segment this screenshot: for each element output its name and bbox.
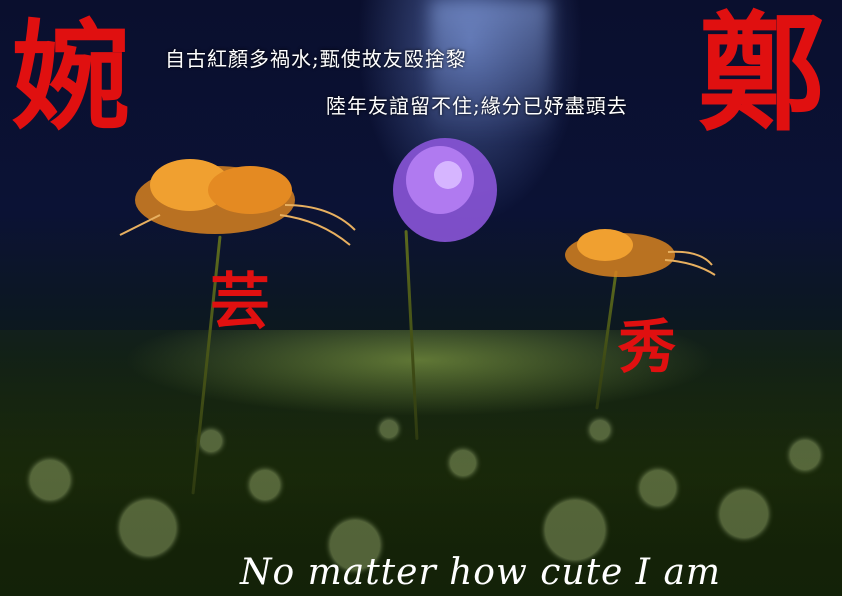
bokeh-light: [330, 520, 380, 570]
bokeh-light: [640, 470, 676, 506]
seal-character-middle-right: 秀: [618, 313, 677, 381]
bokeh-light: [450, 450, 476, 476]
bokeh-light: [250, 470, 280, 500]
seal-character-top-right: 鄭: [698, 0, 827, 149]
bokeh-light: [30, 460, 70, 500]
bokeh-light: [545, 500, 605, 560]
left-red-spider-lily: [119, 159, 356, 246]
purple-chive-flower: [393, 138, 497, 242]
caption-text: No matter how cute I am: [240, 552, 722, 593]
bokeh-light: [790, 440, 820, 470]
grass-field: [0, 330, 842, 596]
poem-line-1: 自古紅顏多禍水;甄使故友殴捨黎: [165, 47, 467, 71]
bokeh-light: [720, 490, 768, 538]
bokeh-light: [380, 420, 398, 438]
right-red-spider-lily: [565, 229, 716, 277]
bokeh-light: [590, 420, 610, 440]
bokeh-light: [200, 430, 222, 452]
light-beam: [430, 0, 550, 140]
poem-line-2: 陸年友誼留不住;緣分已妤盡頭去: [326, 94, 628, 118]
bokeh-light: [120, 500, 176, 556]
seal-character-middle-left: 芸: [210, 267, 270, 337]
seal-character-top-left: 婉: [12, 7, 131, 146]
